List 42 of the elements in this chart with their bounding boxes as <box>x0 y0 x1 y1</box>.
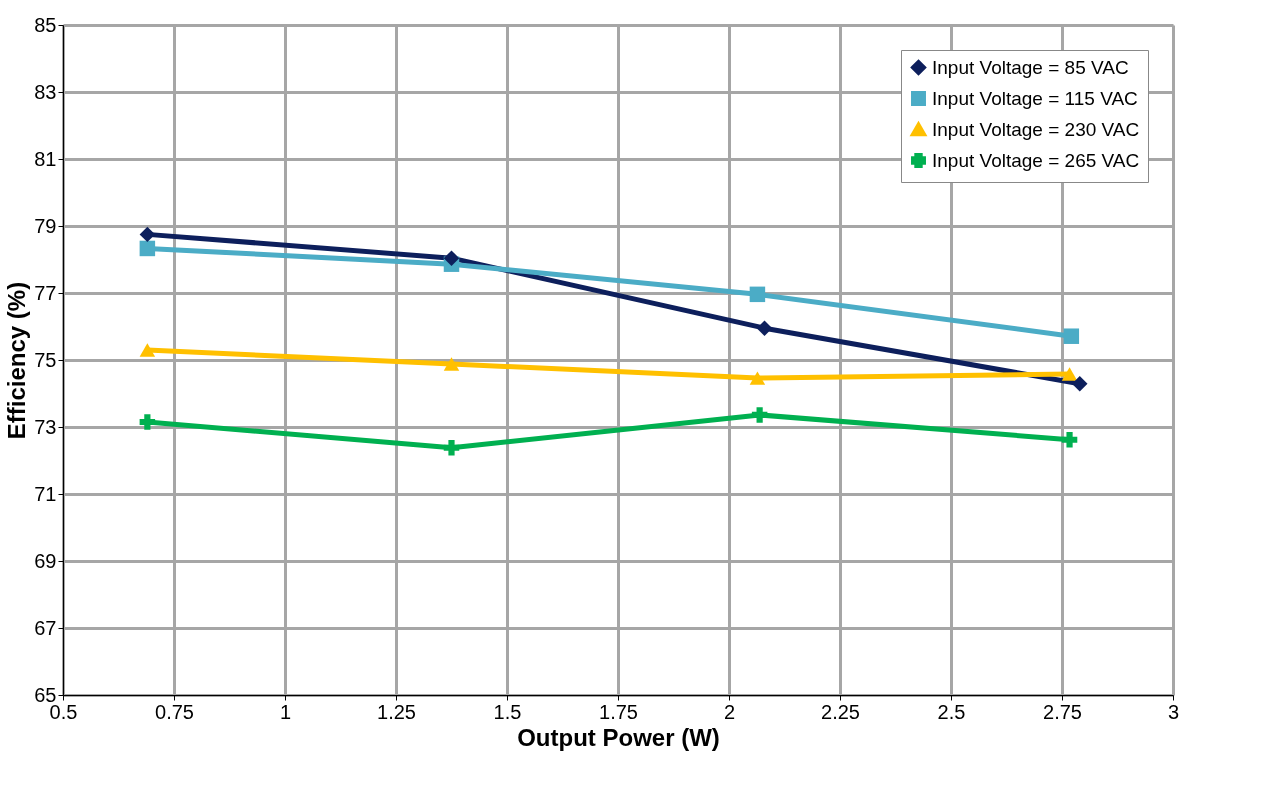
y-tick-label: 77 <box>34 281 57 304</box>
x-tick-label: 1 <box>279 700 292 723</box>
point <box>139 226 156 243</box>
point <box>756 320 773 336</box>
point <box>139 414 156 430</box>
y-axis-title: Efficiency (%) <box>3 281 31 440</box>
point <box>443 250 460 266</box>
y-tick-label: 71 <box>34 482 57 505</box>
y-tick-label: 81 <box>34 147 57 170</box>
y-tick-label: 67 <box>34 616 57 639</box>
point <box>139 240 156 257</box>
legend-label: Input Voltage = 85 VAC <box>932 56 1129 78</box>
x-tick-label: 1.25 <box>377 700 416 723</box>
x-tick-label: 2.75 <box>1043 700 1082 723</box>
legend-label: Input Voltage = 265 VAC <box>932 149 1140 171</box>
x-tick-label: 2 <box>723 700 736 723</box>
point <box>749 286 766 303</box>
x-axis-title: Output Power (W) <box>517 723 720 751</box>
x-tick-label: 1.75 <box>599 700 638 723</box>
y-tick-label: 75 <box>34 348 57 371</box>
x-tick-label: 0.75 <box>155 700 194 723</box>
point <box>749 371 766 385</box>
point <box>443 440 460 456</box>
point <box>443 357 460 371</box>
point <box>1063 328 1080 344</box>
y-tick-label: 83 <box>34 80 57 103</box>
y-tick-label: 69 <box>34 549 57 572</box>
point <box>751 407 768 423</box>
x-tick-label: 3 <box>1167 700 1180 723</box>
point <box>1061 367 1078 381</box>
y-tick-label: 73 <box>34 415 57 438</box>
point <box>1072 376 1088 392</box>
x-tick-label: 2.25 <box>821 700 860 723</box>
point <box>139 343 156 357</box>
x-tick-label: 2.5 <box>937 700 966 723</box>
y-tick-label: 85 <box>34 13 57 36</box>
y-tick-label: 65 <box>34 683 57 706</box>
legend-label: Input Voltage = 230 VAC <box>932 118 1140 140</box>
legend-label: Input Voltage = 115 VAC <box>932 87 1138 109</box>
x-tick-label: 1.5 <box>493 700 522 723</box>
point <box>1061 431 1078 448</box>
y-tick-label: 79 <box>34 214 57 237</box>
